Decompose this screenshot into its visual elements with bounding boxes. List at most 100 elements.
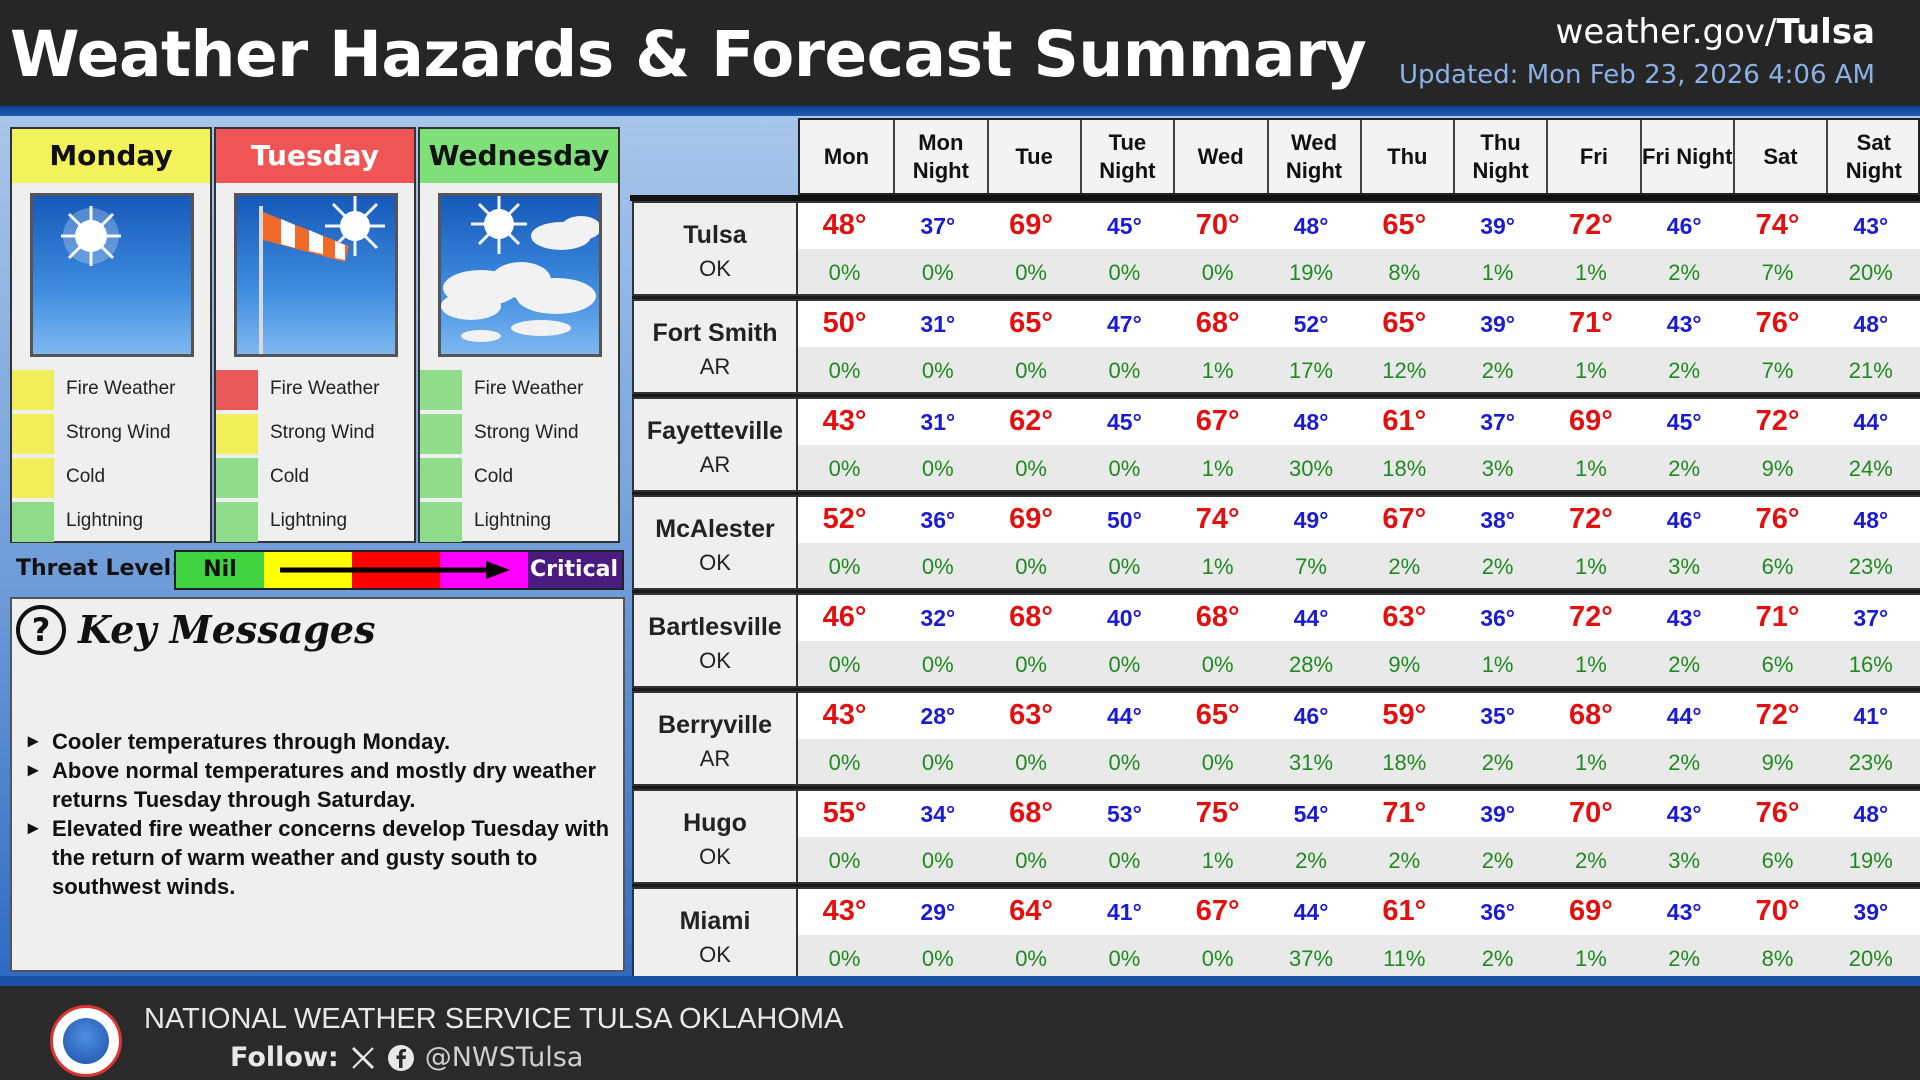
- precip-chance: 0%: [1015, 652, 1047, 677]
- precip-chance: 24%: [1848, 456, 1893, 481]
- high-temp: 74°: [1755, 209, 1800, 241]
- temperature-band: 50° 31° 65° 47° 68° 52° 65° 39° 71° 43° 76° 48°: [798, 299, 1920, 347]
- precip-chance: 0%: [828, 456, 861, 481]
- hazard-row: Strong Wind: [420, 414, 618, 454]
- hazard-label: Cold: [270, 466, 310, 487]
- hazard-level-swatch: [420, 458, 462, 498]
- precip-chance: 1%: [1574, 260, 1607, 285]
- row-divider: [632, 884, 1920, 888]
- precip-chance: 0%: [1015, 260, 1047, 285]
- city-state: OK: [699, 550, 731, 575]
- precip-chance: 9%: [1761, 456, 1794, 481]
- precip-chance: 0%: [1108, 750, 1141, 775]
- hazard-label: Fire Weather: [474, 378, 584, 399]
- question-circle-icon: ?: [16, 605, 66, 655]
- hazard-level-swatch: [12, 414, 54, 454]
- key-messages-list: Cooler temperatures through Monday. Abov…: [22, 727, 622, 901]
- low-temp: 44°: [1107, 703, 1142, 729]
- city-cell: Hugo OK: [632, 789, 798, 884]
- low-temp: 48°: [1293, 409, 1329, 435]
- high-temp: 68°: [1195, 601, 1240, 633]
- hazard-level-swatch: [12, 370, 54, 410]
- city-state: OK: [699, 844, 731, 869]
- high-temp: 50°: [822, 307, 867, 339]
- temperature-band: 46° 32° 68° 40° 68° 44° 63° 36° 72° 43° 71° 37°: [798, 593, 1920, 641]
- forecast-row: Fayetteville AR 43° 31° 62° 45° 67° 48° 61° 37° 69…: [632, 397, 1920, 496]
- precip-chance: 0%: [921, 456, 954, 481]
- hazard-row: Cold: [12, 458, 210, 498]
- city-cell: Miami OK: [632, 887, 798, 982]
- precip-chance: 0%: [828, 260, 861, 285]
- hazard-row: Lightning: [420, 502, 618, 542]
- precip-chance-band: 0% 0% 0% 0% 1% 17% 12% 2% 1% 2% 7% 21%: [798, 347, 1920, 394]
- high-temp: 76°: [1755, 797, 1800, 829]
- day-name: Tuesday: [216, 129, 414, 183]
- low-temp: 48°: [1853, 801, 1889, 827]
- low-temp: 43°: [1666, 311, 1702, 337]
- sunny-icon: [30, 193, 194, 357]
- low-temp: 46°: [1666, 213, 1702, 239]
- high-temp: 68°: [1195, 307, 1240, 339]
- row-divider: [632, 590, 1920, 594]
- precip-chance: 1%: [1574, 456, 1607, 481]
- row-divider: [632, 492, 1920, 496]
- precip-chance: 11%: [1383, 946, 1426, 971]
- high-temp: 76°: [1755, 307, 1800, 339]
- precip-chance: 0%: [828, 750, 861, 775]
- city-name: Fort Smith: [652, 319, 778, 347]
- low-temp: 39°: [1480, 213, 1515, 239]
- hazard-label: Lightning: [474, 510, 552, 531]
- city-cell: Bartlesville OK: [632, 593, 798, 688]
- low-temp: 29°: [920, 899, 956, 925]
- low-temp: 36°: [1480, 899, 1515, 925]
- precip-chance: 3%: [1668, 554, 1701, 579]
- precip-chance: 0%: [828, 358, 861, 383]
- high-temp: 67°: [1382, 503, 1427, 535]
- precip-chance: 19%: [1288, 260, 1334, 285]
- hazard-row: Lightning: [216, 502, 414, 542]
- city-name: McAlester: [655, 515, 775, 543]
- key-messages-title: Key Messages: [78, 607, 376, 652]
- low-temp: 44°: [1853, 409, 1889, 435]
- threat-arrow-icon: [280, 561, 510, 579]
- precip-chance: 0%: [1015, 554, 1047, 579]
- forecast-row: Miami OK 43° 29° 64° 41° 67° 44° 61° 36° 69° 43° 70°…: [632, 887, 1920, 982]
- high-temp: 72°: [1568, 209, 1613, 241]
- precip-chance: 2%: [1668, 358, 1701, 383]
- threat-seg-nil: [176, 552, 264, 588]
- precip-chance: 9%: [1388, 652, 1421, 677]
- precip-chance-band: 0% 0% 0% 0% 1% 2% 2% 2% 2% 3% 6% 19%: [798, 837, 1920, 884]
- low-temp: 32°: [920, 605, 956, 631]
- high-temp: 69°: [1568, 895, 1613, 927]
- column-header: Mon: [823, 143, 870, 169]
- site-url-link[interactable]: weather.gov/Tulsa: [1556, 12, 1875, 52]
- high-temp: 70°: [1755, 895, 1800, 927]
- low-temp: 41°: [1107, 899, 1142, 925]
- temperature-band: 52° 36° 69° 50° 74° 49° 67° 38° 72° 46° 76° 48°: [798, 495, 1920, 543]
- forecast-row: Bartlesville OK 46° 32° 68° 40° 68° 44° 63° 36° 72…: [632, 593, 1920, 692]
- day-name: Wednesday: [420, 129, 618, 183]
- high-temp: 61°: [1382, 405, 1427, 437]
- city-state: OK: [699, 942, 731, 967]
- precip-chance: 12%: [1382, 358, 1427, 383]
- high-temp: 76°: [1755, 503, 1800, 535]
- day-panel-monday: Monday Fire Weather Strong Wind Cold Lightn…: [10, 127, 212, 543]
- low-temp: 45°: [1666, 409, 1702, 435]
- precip-chance: 0%: [1201, 260, 1234, 285]
- precip-chance: 3%: [1481, 456, 1514, 481]
- precip-chance: 0%: [1015, 456, 1047, 481]
- hazard-label: Strong Wind: [270, 422, 375, 443]
- low-temp: 50°: [1107, 507, 1142, 533]
- facebook-icon[interactable]: [387, 1044, 415, 1072]
- low-temp: 44°: [1293, 605, 1329, 631]
- hazard-label: Lightning: [66, 510, 144, 531]
- forecast-header-rule: [630, 195, 1920, 201]
- precip-chance: 37%: [1288, 946, 1334, 971]
- low-temp: 45°: [1107, 213, 1142, 239]
- precip-chance: 16%: [1848, 652, 1893, 677]
- hazard-level-swatch: [420, 370, 462, 410]
- x-icon[interactable]: [349, 1044, 377, 1072]
- social-handle[interactable]: @NWSTulsa: [424, 1042, 584, 1073]
- high-temp: 71°: [1568, 307, 1613, 339]
- high-temp: 69°: [1009, 209, 1054, 241]
